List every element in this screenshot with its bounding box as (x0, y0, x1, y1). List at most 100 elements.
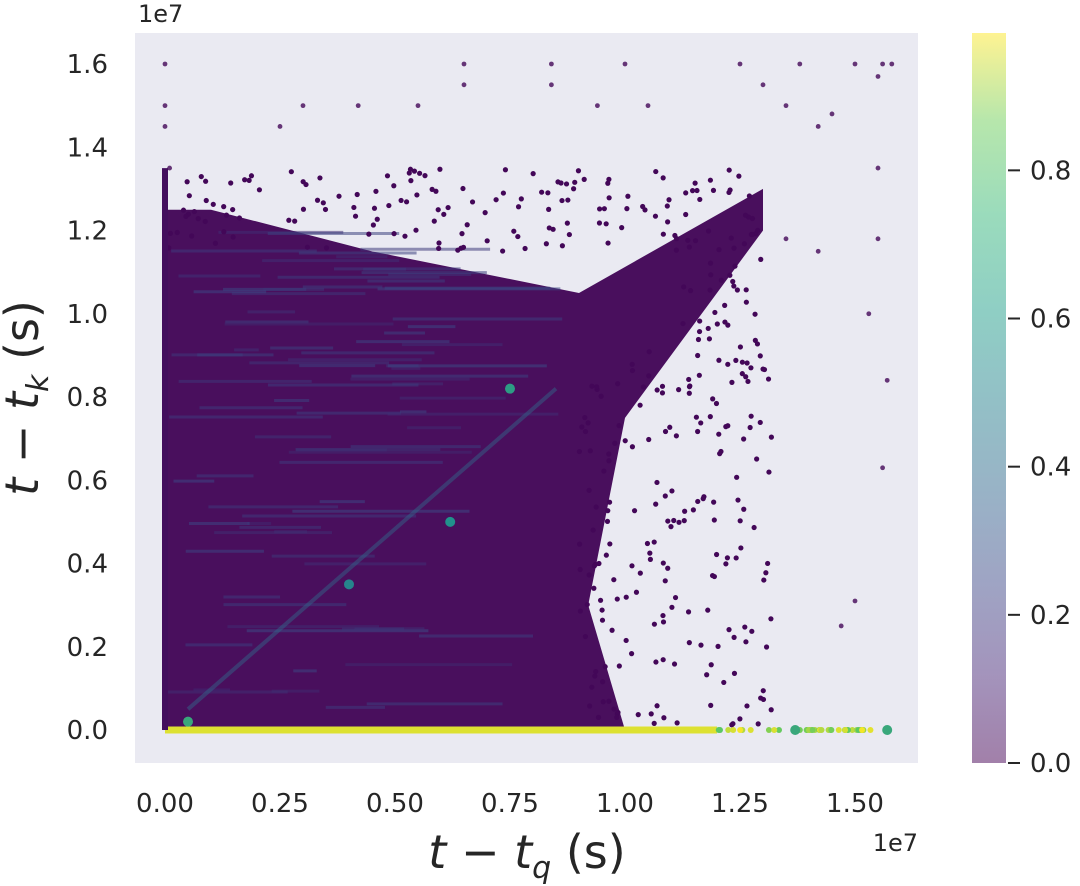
cluster-point (174, 229, 180, 236)
cluster-point (744, 703, 750, 709)
x-axis-ticks: 0.00 0.25 0.50 0.75 1.00 1.25 1.50 (136, 789, 884, 819)
cluster-point (725, 423, 731, 429)
cluster-point (587, 703, 593, 709)
cluster-point (323, 245, 330, 251)
cluster-point (713, 551, 720, 558)
cluster-point (606, 195, 612, 201)
cluster-point (695, 336, 702, 343)
cluster-point (726, 167, 732, 173)
cluster-point (437, 166, 443, 172)
cluster-point (406, 170, 412, 176)
cluster-point (625, 193, 631, 199)
cluster-point (604, 518, 611, 524)
cluster-point (710, 187, 717, 193)
cluster-point (469, 199, 476, 205)
colorbar-tick-label: 0.8 (1030, 156, 1071, 186)
y-tick-label: 1.0 (67, 300, 108, 330)
cluster-point (616, 663, 622, 669)
cluster-point (754, 341, 761, 347)
cluster-point (660, 560, 666, 566)
cluster-point (203, 178, 209, 184)
outlier-point (783, 103, 789, 109)
cluster-point (599, 617, 606, 623)
cluster-point (606, 499, 613, 505)
cluster-point (654, 479, 660, 486)
cluster-point (546, 225, 552, 231)
scatter-marks (162, 61, 895, 735)
highlight-point (882, 725, 893, 735)
cluster-point (736, 173, 742, 179)
cluster-point (640, 384, 647, 390)
cluster-point (686, 244, 692, 250)
cluster-point (611, 577, 617, 583)
cluster-point (765, 376, 772, 382)
cluster-point (403, 199, 410, 205)
cluster-point (666, 197, 672, 203)
cluster-point (708, 272, 714, 278)
cluster-point (605, 508, 611, 514)
outlier-point (783, 236, 789, 242)
cluster-point (167, 230, 173, 236)
cluster-point (336, 193, 342, 199)
outlier-point (838, 623, 844, 629)
baseline-point (747, 727, 754, 733)
cluster-point (704, 672, 710, 678)
cluster-point (737, 518, 743, 524)
cluster-point (601, 468, 607, 474)
cluster-point (422, 173, 428, 179)
cluster-point (741, 241, 748, 247)
cluster-point (373, 188, 379, 194)
cluster-point (600, 699, 606, 705)
highlight-point (505, 383, 515, 394)
outlier-point (549, 61, 554, 67)
cluster-point (683, 190, 689, 196)
cluster-point (317, 175, 323, 181)
colorbar-tick-label: 0.4 (1030, 453, 1071, 483)
cluster-point (391, 231, 397, 237)
cluster-point (370, 222, 376, 228)
cluster-point (591, 563, 597, 569)
cluster-point (733, 357, 739, 363)
cluster-point (413, 227, 419, 233)
cluster-point (522, 245, 528, 252)
baseline-point (835, 727, 842, 733)
cluster-point (705, 228, 712, 234)
cluster-point (654, 703, 660, 709)
cluster-point (716, 357, 722, 363)
cluster-point (598, 393, 604, 399)
cluster-point (464, 222, 470, 228)
baseline-point (828, 727, 835, 733)
cluster-point (619, 225, 625, 231)
cluster-point (763, 644, 770, 650)
cluster-point (696, 372, 702, 378)
cluster-point (668, 524, 674, 530)
outlier-point (277, 124, 283, 129)
cluster-point (672, 594, 679, 601)
cluster-point (566, 231, 572, 238)
cluster-point (320, 200, 326, 206)
cluster-point (646, 436, 652, 443)
cluster-point (597, 597, 604, 603)
baseline-point (809, 727, 816, 733)
cluster-point (493, 197, 499, 203)
cluster-point (402, 233, 408, 239)
cluster-point (386, 202, 392, 209)
cluster-point (714, 321, 720, 327)
cluster-point (230, 234, 236, 240)
cluster-point (757, 419, 763, 426)
cluster-point (591, 585, 597, 591)
cluster-point (558, 180, 564, 186)
cluster-point (314, 197, 321, 203)
cluster-point (223, 212, 230, 218)
cluster-point (191, 208, 197, 215)
cluster-point (765, 560, 771, 567)
cluster-point (292, 218, 298, 224)
cluster-point (482, 210, 488, 216)
cluster-point (633, 589, 640, 595)
outlier-point (300, 103, 306, 109)
cluster-point (724, 555, 731, 561)
outlier-point (875, 74, 881, 79)
cluster-point (606, 458, 612, 464)
cluster-point (742, 624, 748, 630)
cluster-point (681, 284, 687, 290)
